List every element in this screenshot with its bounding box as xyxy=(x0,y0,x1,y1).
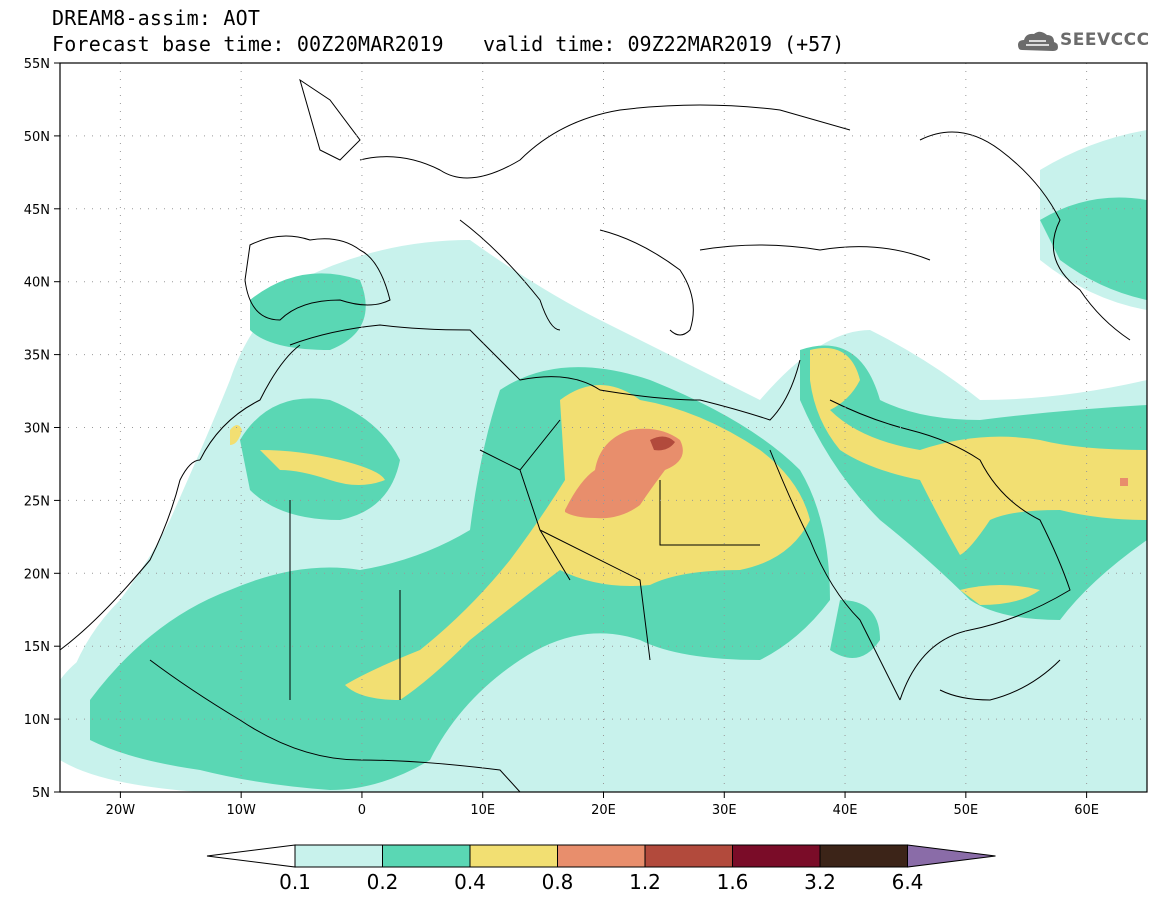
lat-label: 35N xyxy=(24,349,50,364)
lon-label: 0 xyxy=(358,803,366,818)
colorbar-lower-triangle xyxy=(206,844,296,868)
lon-label: 20E xyxy=(591,803,616,818)
lon-label: 60E xyxy=(1074,803,1099,818)
latitude-labels: 55N 50N 45N 40N 35N 30N 25N 20N 15N 10N 5N xyxy=(24,57,60,801)
colorbar-label: 6.4 xyxy=(892,870,924,894)
colorbar-label: 0.1 xyxy=(279,870,311,894)
lon-label: 50E xyxy=(953,803,978,818)
colorbar-label: 0.2 xyxy=(367,870,399,894)
colorbar-swatch xyxy=(644,844,733,868)
lat-label: 15N xyxy=(24,640,50,655)
valid-time: valid time: 09Z22MAR2019 (+57) xyxy=(483,32,845,56)
colorbar-swatch xyxy=(382,844,471,868)
colorbar-label: 3.2 xyxy=(804,870,836,894)
colorbar-swatch xyxy=(819,844,908,868)
cloud-logo-icon xyxy=(1018,31,1058,51)
forecast-base-time: Forecast base time: 00Z20MAR2019 xyxy=(52,32,444,56)
aot-field xyxy=(60,130,1147,792)
lat-label: 40N xyxy=(24,276,50,291)
colorbar-label: 1.6 xyxy=(717,870,749,894)
lon-label: 20W xyxy=(106,803,136,818)
map-title: DREAM8-assim: AOT xyxy=(52,6,261,30)
colorbar-label: 0.8 xyxy=(542,870,574,894)
lat-label: 25N xyxy=(24,494,50,509)
colorbar-swatch xyxy=(732,844,821,868)
lat-label: 45N xyxy=(24,203,50,218)
lon-label: 30E xyxy=(712,803,737,818)
lon-label: 10E xyxy=(470,803,495,818)
lon-label: 10W xyxy=(226,803,256,818)
colorbar-label: 1.2 xyxy=(629,870,661,894)
lon-label: 40E xyxy=(833,803,858,818)
colorbar-legend: 0.1 0.2 0.4 0.8 1.2 1.6 3.2 6.4 xyxy=(206,844,996,894)
colorbar-upper-triangle xyxy=(907,844,996,868)
logo-text: SEEVCCC xyxy=(1060,30,1150,50)
colorbar-swatch xyxy=(294,844,383,868)
colorbar-label: 0.4 xyxy=(454,870,486,894)
lat-label: 55N xyxy=(24,57,50,72)
colorbar-swatch xyxy=(469,844,558,868)
lat-label: 20N xyxy=(24,567,50,582)
lat-label: 10N xyxy=(24,713,50,728)
lat-label: 5N xyxy=(32,786,50,801)
coastlines xyxy=(60,78,1131,792)
longitude-labels: 20W 10W 0 10E 20E 30E 40E 50E 60E xyxy=(106,792,1099,818)
lat-label: 50N xyxy=(24,130,50,145)
lat-label: 30N xyxy=(24,422,50,437)
colorbar-swatch xyxy=(557,844,646,868)
